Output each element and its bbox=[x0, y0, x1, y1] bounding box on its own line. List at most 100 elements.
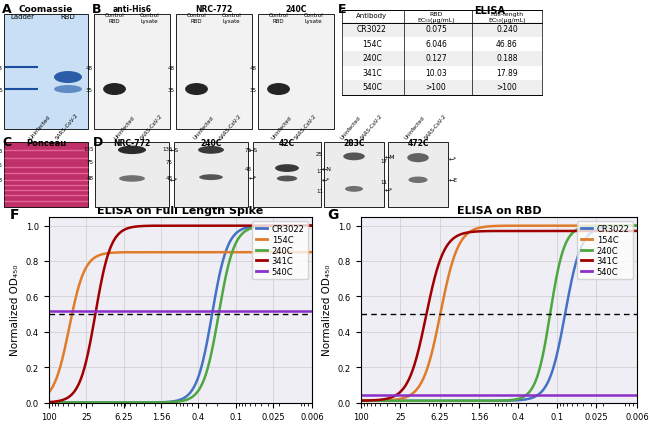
341C bbox=[393, 392, 400, 397]
FancyBboxPatch shape bbox=[253, 143, 321, 207]
FancyBboxPatch shape bbox=[258, 15, 334, 130]
Line: 341C: 341C bbox=[44, 226, 323, 402]
Text: Full-length
EC₅₀(µg/mL): Full-length EC₅₀(µg/mL) bbox=[488, 12, 526, 23]
Text: 0.075: 0.075 bbox=[425, 25, 447, 34]
Ellipse shape bbox=[275, 165, 299, 173]
Ellipse shape bbox=[277, 176, 297, 182]
154C bbox=[79, 273, 86, 278]
540C bbox=[302, 308, 310, 314]
Text: ←*: ←* bbox=[449, 156, 458, 161]
154C bbox=[40, 394, 47, 400]
Text: 135: 135 bbox=[0, 148, 3, 153]
540C bbox=[627, 392, 634, 397]
Text: ←S: ←S bbox=[170, 148, 179, 153]
Text: ←*: ←* bbox=[249, 175, 257, 180]
240C bbox=[474, 398, 482, 403]
Text: RBD
EC₅₀(µg/mL): RBD EC₅₀(µg/mL) bbox=[417, 12, 455, 23]
Text: 25: 25 bbox=[316, 152, 323, 157]
Legend: CR3022, 154C, 240C, 341C, 540C: CR3022, 154C, 240C, 341C, 540C bbox=[577, 222, 633, 279]
Text: ←N: ←N bbox=[322, 166, 332, 171]
240C bbox=[302, 224, 310, 229]
Ellipse shape bbox=[185, 84, 208, 96]
Text: 135: 135 bbox=[162, 147, 173, 152]
240C bbox=[352, 398, 359, 403]
154C bbox=[157, 250, 164, 255]
FancyBboxPatch shape bbox=[324, 143, 384, 207]
Text: >100: >100 bbox=[497, 83, 517, 92]
Y-axis label: Normalized OD₄₅₀: Normalized OD₄₅₀ bbox=[10, 264, 20, 356]
Text: 10.03: 10.03 bbox=[425, 68, 447, 78]
Line: 240C: 240C bbox=[44, 226, 323, 403]
Text: 17.89: 17.89 bbox=[496, 68, 518, 78]
Text: ←S: ←S bbox=[249, 148, 258, 153]
CR3022 bbox=[474, 398, 482, 403]
Text: 17: 17 bbox=[316, 169, 323, 174]
341C bbox=[474, 229, 482, 234]
CR3022 bbox=[458, 398, 466, 403]
341C bbox=[352, 398, 359, 403]
Line: 154C: 154C bbox=[356, 226, 649, 401]
CR3022 bbox=[40, 400, 47, 405]
Text: ←M: ←M bbox=[385, 155, 396, 159]
CR3022 bbox=[627, 224, 634, 229]
540C bbox=[150, 308, 157, 314]
FancyBboxPatch shape bbox=[342, 52, 542, 66]
FancyBboxPatch shape bbox=[4, 15, 88, 130]
Text: 341C: 341C bbox=[362, 68, 382, 78]
341C bbox=[467, 230, 474, 235]
CR3022 bbox=[150, 400, 157, 405]
154C bbox=[141, 250, 149, 255]
Line: 341C: 341C bbox=[356, 231, 649, 401]
Text: 75: 75 bbox=[87, 160, 94, 165]
Text: 35: 35 bbox=[0, 87, 3, 92]
Text: >100: >100 bbox=[426, 83, 447, 92]
240C bbox=[645, 224, 650, 229]
Text: 48: 48 bbox=[0, 177, 3, 182]
Text: Control
Lysate: Control Lysate bbox=[304, 13, 323, 24]
Text: D: D bbox=[93, 136, 103, 149]
Ellipse shape bbox=[408, 177, 428, 184]
154C bbox=[458, 238, 466, 243]
CR3022 bbox=[79, 400, 86, 405]
Text: 48: 48 bbox=[0, 65, 3, 70]
Text: 35: 35 bbox=[168, 87, 175, 92]
540C bbox=[107, 308, 115, 314]
Text: 11: 11 bbox=[380, 179, 387, 184]
Text: 6.046: 6.046 bbox=[425, 40, 447, 49]
Text: B: B bbox=[92, 3, 101, 16]
Text: Control
Lysate: Control Lysate bbox=[140, 13, 159, 24]
Ellipse shape bbox=[199, 175, 223, 181]
Legend: CR3022, 154C, 240C, 341C, 540C: CR3022, 154C, 240C, 341C, 540C bbox=[252, 222, 308, 279]
Text: Control
Lysate: Control Lysate bbox=[222, 13, 241, 24]
Text: 0.188: 0.188 bbox=[496, 54, 518, 63]
240C bbox=[458, 398, 466, 403]
Text: 48: 48 bbox=[250, 65, 257, 70]
Text: 135: 135 bbox=[83, 147, 94, 152]
FancyBboxPatch shape bbox=[388, 143, 448, 207]
Text: F: F bbox=[9, 208, 19, 222]
154C bbox=[467, 229, 474, 234]
Text: ELISA: ELISA bbox=[474, 6, 506, 16]
CR3022 bbox=[352, 398, 359, 403]
FancyBboxPatch shape bbox=[95, 143, 169, 207]
FancyBboxPatch shape bbox=[94, 15, 170, 130]
Text: ←*: ←* bbox=[385, 187, 393, 192]
Text: G: G bbox=[328, 208, 339, 222]
Text: Ponceau: Ponceau bbox=[26, 139, 66, 148]
Text: 48: 48 bbox=[166, 175, 173, 180]
Ellipse shape bbox=[345, 187, 363, 193]
540C bbox=[352, 392, 359, 397]
540C bbox=[79, 308, 86, 314]
Text: SARS-CoV-2: SARS-CoV-2 bbox=[294, 114, 318, 141]
540C bbox=[422, 392, 430, 397]
Text: ←*: ←* bbox=[170, 176, 178, 181]
Ellipse shape bbox=[407, 154, 429, 163]
Title: ELISA on Full Length Spike: ELISA on Full Length Spike bbox=[98, 205, 263, 215]
Ellipse shape bbox=[54, 86, 82, 94]
Text: 75: 75 bbox=[166, 160, 173, 165]
Text: SARS-CoV-2: SARS-CoV-2 bbox=[139, 114, 163, 141]
Text: Ladder: Ladder bbox=[10, 14, 34, 20]
Ellipse shape bbox=[103, 84, 126, 96]
Ellipse shape bbox=[267, 84, 290, 96]
240C bbox=[422, 398, 430, 403]
